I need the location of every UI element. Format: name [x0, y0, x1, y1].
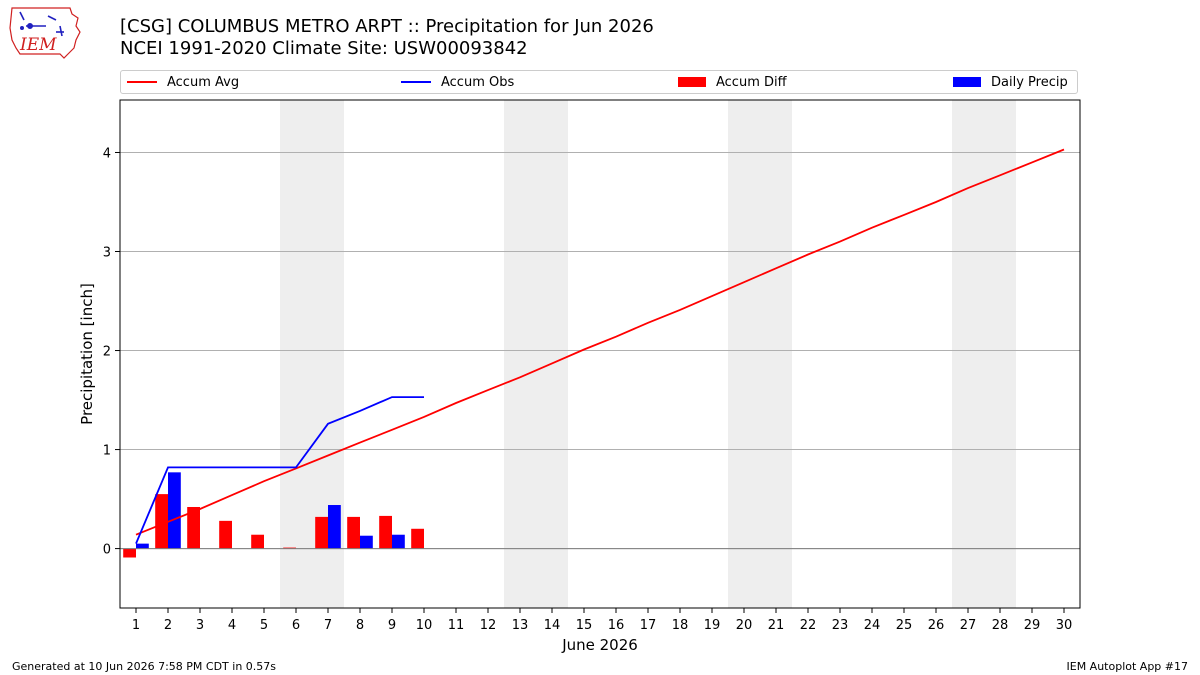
x-tick-label-16: 16: [608, 618, 625, 633]
x-tick-label-28: 28: [992, 618, 1009, 633]
accum-diff-bar-6: [283, 547, 296, 549]
accum-diff-bar-5: [251, 534, 264, 549]
x-tick-label-22: 22: [800, 618, 817, 633]
legend-item-accum-avg: Accum Avg: [127, 71, 239, 93]
x-tick-label-5: 5: [260, 618, 268, 633]
x-tick-label-13: 13: [512, 618, 529, 633]
daily-precip-bar-8: [360, 535, 373, 549]
accum-obs-line: [135, 396, 424, 544]
accum-diff-bar-2: [155, 494, 168, 549]
title-line-2: NCEI 1991-2020 Climate Site: USW00093842: [120, 38, 528, 59]
x-tick-label-1: 1: [132, 618, 140, 633]
x-tick-label-18: 18: [672, 618, 689, 633]
x-tick-label-12: 12: [480, 618, 497, 633]
y-axis-label: Precipitation [inch]: [78, 283, 96, 425]
x-tick-label-2: 2: [164, 618, 172, 633]
y-tick-label-1: 1: [103, 444, 111, 459]
x-axis-label: June 2026: [561, 636, 638, 654]
iem-logo: IEM: [9, 7, 81, 59]
y-tick-label-2: 2: [103, 345, 111, 360]
x-tick-label-25: 25: [896, 618, 913, 633]
plot-frame: [119, 99, 1081, 609]
y-tick-label-4: 4: [103, 146, 111, 161]
accum-avg-line: [135, 148, 1065, 536]
daily-precip-bar-9: [392, 534, 405, 549]
y-grid: [120, 151, 1080, 550]
x-tick-label-20: 20: [736, 618, 753, 633]
accum-diff-bar-9: [379, 515, 392, 549]
accum-diff-bar-8: [347, 516, 360, 549]
weekend-shade-4: [952, 100, 1016, 608]
legend-label-accum-obs: Accum Obs: [441, 74, 515, 90]
x-tick-label-15: 15: [576, 618, 593, 633]
legend: Accum Avg Accum Obs Accum Diff Daily Pre…: [120, 70, 1078, 94]
daily-precip-bar-7: [328, 505, 341, 549]
accum-diff-bar-1: [123, 548, 136, 558]
legend-swatch-accum-diff: [678, 77, 706, 87]
daily-precip-bar-1: [136, 543, 149, 549]
weekend-shade-1: [280, 100, 344, 608]
legend-swatch-daily-precip: [953, 77, 981, 87]
x-tick-label-7: 7: [324, 618, 332, 633]
x-tick-label-26: 26: [928, 618, 945, 633]
legend-swatch-accum-avg: [127, 81, 157, 83]
x-tick-label-3: 3: [196, 618, 204, 633]
x-tick-label-9: 9: [388, 618, 396, 633]
logo-text: IEM: [19, 35, 57, 55]
x-tick-label-6: 6: [292, 618, 300, 633]
app-credit: IEM Autoplot App #17: [1066, 660, 1189, 673]
accum-diff-bar-7: [315, 516, 328, 549]
x-tick-label-21: 21: [768, 618, 785, 633]
chart-title: [CSG] COLUMBUS METRO ARPT :: Precipitati…: [120, 16, 654, 60]
x-tick-label-27: 27: [960, 618, 977, 633]
y-tick-label-0: 0: [103, 543, 111, 558]
x-tick-label-17: 17: [640, 618, 657, 633]
legend-item-accum-diff: Accum Diff: [678, 71, 787, 93]
bars: [120, 472, 1080, 558]
x-tick-label-8: 8: [356, 618, 364, 633]
legend-label-accum-avg: Accum Avg: [167, 74, 240, 90]
lines: [135, 148, 1065, 544]
accum-diff-bar-3: [187, 506, 200, 549]
x-tick-label-29: 29: [1024, 618, 1041, 633]
weekend-shade-3: [728, 100, 792, 608]
accum-diff-bar-10: [411, 528, 424, 549]
x-tick-label-10: 10: [416, 618, 433, 633]
weekend-shading: [280, 100, 1016, 608]
title-line-1: [CSG] COLUMBUS METRO ARPT :: Precipitati…: [120, 16, 654, 37]
x-tick-label-14: 14: [544, 618, 561, 633]
daily-precip-bar-2: [168, 472, 181, 549]
x-tick-label-24: 24: [864, 618, 881, 633]
x-tick-label-11: 11: [448, 618, 465, 633]
legend-swatch-accum-obs: [401, 81, 431, 83]
x-tick-label-4: 4: [228, 618, 236, 633]
x-tick-label-23: 23: [832, 618, 849, 633]
x-tick-label-30: 30: [1056, 618, 1073, 633]
x-axis-ticks: 1 2 3 4 5 6 7 8 9 10 11 12 13 14 15 16 17 18 19 20 21 22 23 24 2…: [132, 608, 1072, 633]
y-axis-ticks: 0 1 2 3 4: [103, 146, 120, 558]
weekend-shade-2: [504, 100, 568, 608]
x-tick-label-19: 19: [704, 618, 721, 633]
generated-timestamp: Generated at 10 Jun 2026 7:58 PM CDT in …: [12, 660, 277, 673]
legend-item-accum-obs: Accum Obs: [401, 71, 514, 93]
legend-label-daily-precip: Daily Precip: [991, 74, 1068, 90]
legend-label-accum-diff: Accum Diff: [716, 74, 787, 90]
y-tick-label-3: 3: [103, 246, 111, 261]
accum-diff-bar-4: [219, 520, 232, 549]
legend-item-daily-precip: Daily Precip: [953, 71, 1068, 93]
